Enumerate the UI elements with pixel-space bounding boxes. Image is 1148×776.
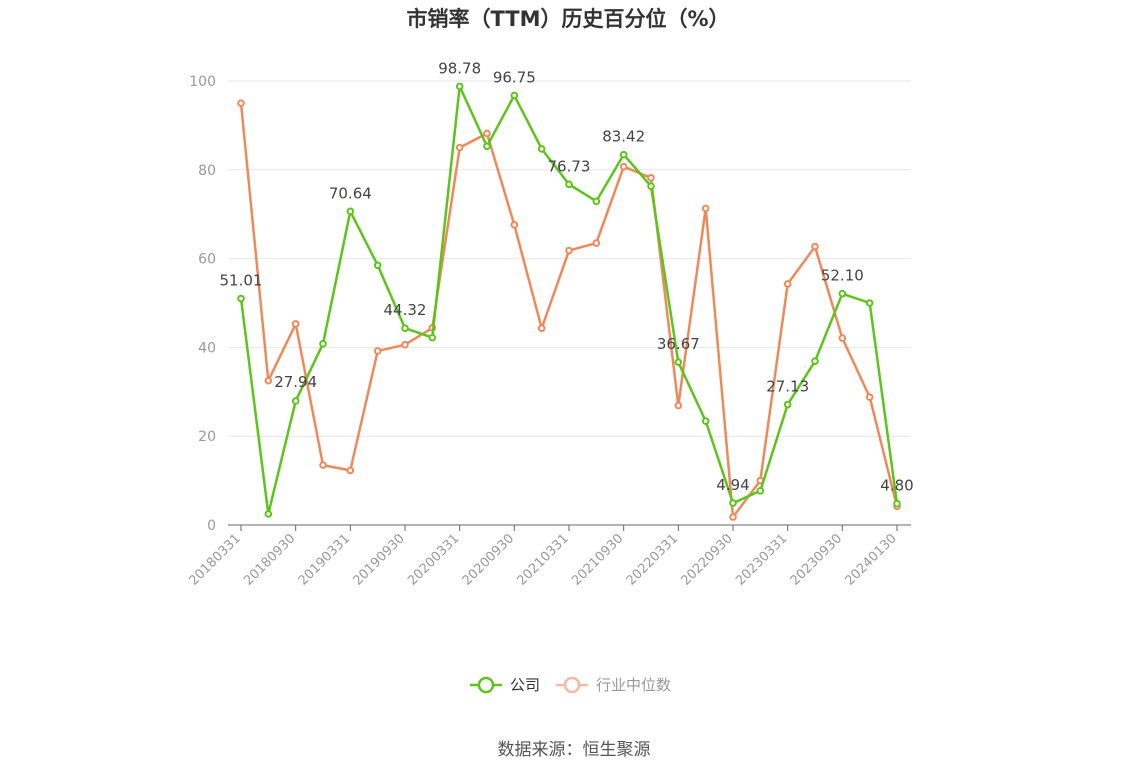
series-1-point-5 <box>373 347 382 355</box>
series-0-point-17 <box>701 417 710 425</box>
series-1-point-13 <box>592 239 601 247</box>
data-label-12: 76.73 <box>548 157 591 175</box>
series-1-point-18 <box>729 513 737 521</box>
legend-label-1: 行业中位数 <box>596 676 671 694</box>
legend: 公司 行业中位数 <box>470 676 671 694</box>
legend-item-1[interactable]: 行业中位数 <box>556 676 671 694</box>
series-0-line <box>239 85 899 516</box>
x-tick-label-10: 20230331 <box>733 531 790 588</box>
y-tick-label-5: 100 <box>189 74 216 90</box>
series-layer <box>237 82 901 521</box>
data-label-22: 52.10 <box>821 267 864 285</box>
y-tick-label-4: 80 <box>198 163 216 179</box>
series-1-point-9 <box>483 129 491 138</box>
axes: 0 20 40 60 80 100 2018033120180930201903312019… <box>186 74 911 589</box>
series-0-point-5 <box>373 261 382 270</box>
series-0-point-10 <box>510 91 519 100</box>
series-1-point-16 <box>674 401 683 410</box>
series-1-point-4 <box>346 466 355 475</box>
y-tick-label-3: 60 <box>198 252 216 268</box>
x-tick-label-2: 20190331 <box>296 531 353 588</box>
series-0-point-18 <box>729 499 737 507</box>
series-1-point-1 <box>264 376 273 385</box>
series-1-point-11 <box>537 324 546 333</box>
x-tick-label-11: 20230930 <box>788 531 845 588</box>
series-0 <box>237 82 901 518</box>
series-1-point-14 <box>619 162 628 171</box>
legend-marker-1 <box>563 676 581 694</box>
x-tick-label-4: 20200331 <box>405 531 462 588</box>
series-0-point-20 <box>783 400 792 409</box>
data-label-10: 96.75 <box>493 68 536 86</box>
x-tick-label-8: 20220331 <box>624 531 681 588</box>
data-label-6: 44.32 <box>384 301 427 319</box>
chart-title: 市销率（TTM）历史百分位（%） <box>406 7 729 31</box>
x-tick-label-12: 20240130 <box>842 531 899 588</box>
series-1-point-22 <box>838 334 847 342</box>
series-1-point-21 <box>811 242 819 251</box>
series-0-point-3 <box>319 340 327 348</box>
series-1-point-6 <box>401 340 409 349</box>
data-label-0: 51.01 <box>220 272 263 290</box>
data-label-16: 36.67 <box>657 335 700 353</box>
source-text: 数据来源：恒生聚源 <box>498 740 651 760</box>
series-1-point-17 <box>701 204 710 213</box>
data-label-2: 27.94 <box>274 373 317 391</box>
series-1-point-10 <box>510 221 519 229</box>
x-tick-label-3: 20190930 <box>350 531 407 588</box>
series-1-point-23 <box>865 393 874 401</box>
series-0-point-6 <box>401 324 409 333</box>
series-0-point-7 <box>428 333 437 342</box>
x-tick-label-5: 20200930 <box>460 531 517 588</box>
data-label-24: 4.80 <box>880 477 913 495</box>
series-1 <box>237 99 901 521</box>
series-0-point-22 <box>838 289 847 298</box>
series-1-point-3 <box>319 461 327 469</box>
series-1-point-15 <box>647 173 655 182</box>
series-0-point-16 <box>674 358 683 366</box>
series-0-point-4 <box>346 207 355 216</box>
series-0-point-15 <box>647 182 655 191</box>
y-tick-label-0: 0 <box>207 518 216 534</box>
series-0-point-0 <box>237 294 245 303</box>
series-0-point-23 <box>865 299 874 307</box>
data-label-18: 4.94 <box>716 476 749 494</box>
legend-marker-0 <box>477 676 495 694</box>
series-0-point-19 <box>756 487 765 495</box>
y-tick-label-2: 40 <box>198 340 216 356</box>
x-tick-label-9: 20220930 <box>678 531 735 588</box>
series-0-point-2 <box>291 397 300 405</box>
series-1-point-12 <box>565 246 573 255</box>
data-label-4: 70.64 <box>329 184 372 202</box>
x-tick-label-0: 20180331 <box>186 531 243 588</box>
y-tick-label-1: 20 <box>198 429 216 445</box>
legend-item-0[interactable]: 公司 <box>470 676 540 694</box>
data-label-8: 98.78 <box>438 59 481 77</box>
series-0-point-12 <box>565 180 573 189</box>
series-0-point-1 <box>264 510 273 518</box>
x-tick-label-1: 20180930 <box>241 531 298 588</box>
series-0-point-9 <box>483 142 491 151</box>
data-label-20: 27.13 <box>766 378 809 396</box>
series-0-point-8 <box>455 82 464 91</box>
series-0-point-11 <box>537 145 546 153</box>
series-1-point-20 <box>783 280 792 288</box>
labels-layer: 51.01 27.94 70.64 44.32 98.78 96.75 76.73 83.42… <box>220 59 914 494</box>
series-0-point-14 <box>619 150 628 159</box>
x-tick-label-6: 20210331 <box>514 531 571 588</box>
series-0-point-24 <box>893 499 901 508</box>
legend-label-0: 公司 <box>510 676 540 694</box>
series-0-point-21 <box>811 357 819 365</box>
series-1-point-2 <box>291 320 300 328</box>
series-1-point-8 <box>455 143 464 152</box>
series-1-point-0 <box>237 99 245 107</box>
series-0-point-13 <box>592 197 601 206</box>
data-label-14: 83.42 <box>602 128 645 146</box>
x-tick-label-7: 20210930 <box>569 531 626 588</box>
